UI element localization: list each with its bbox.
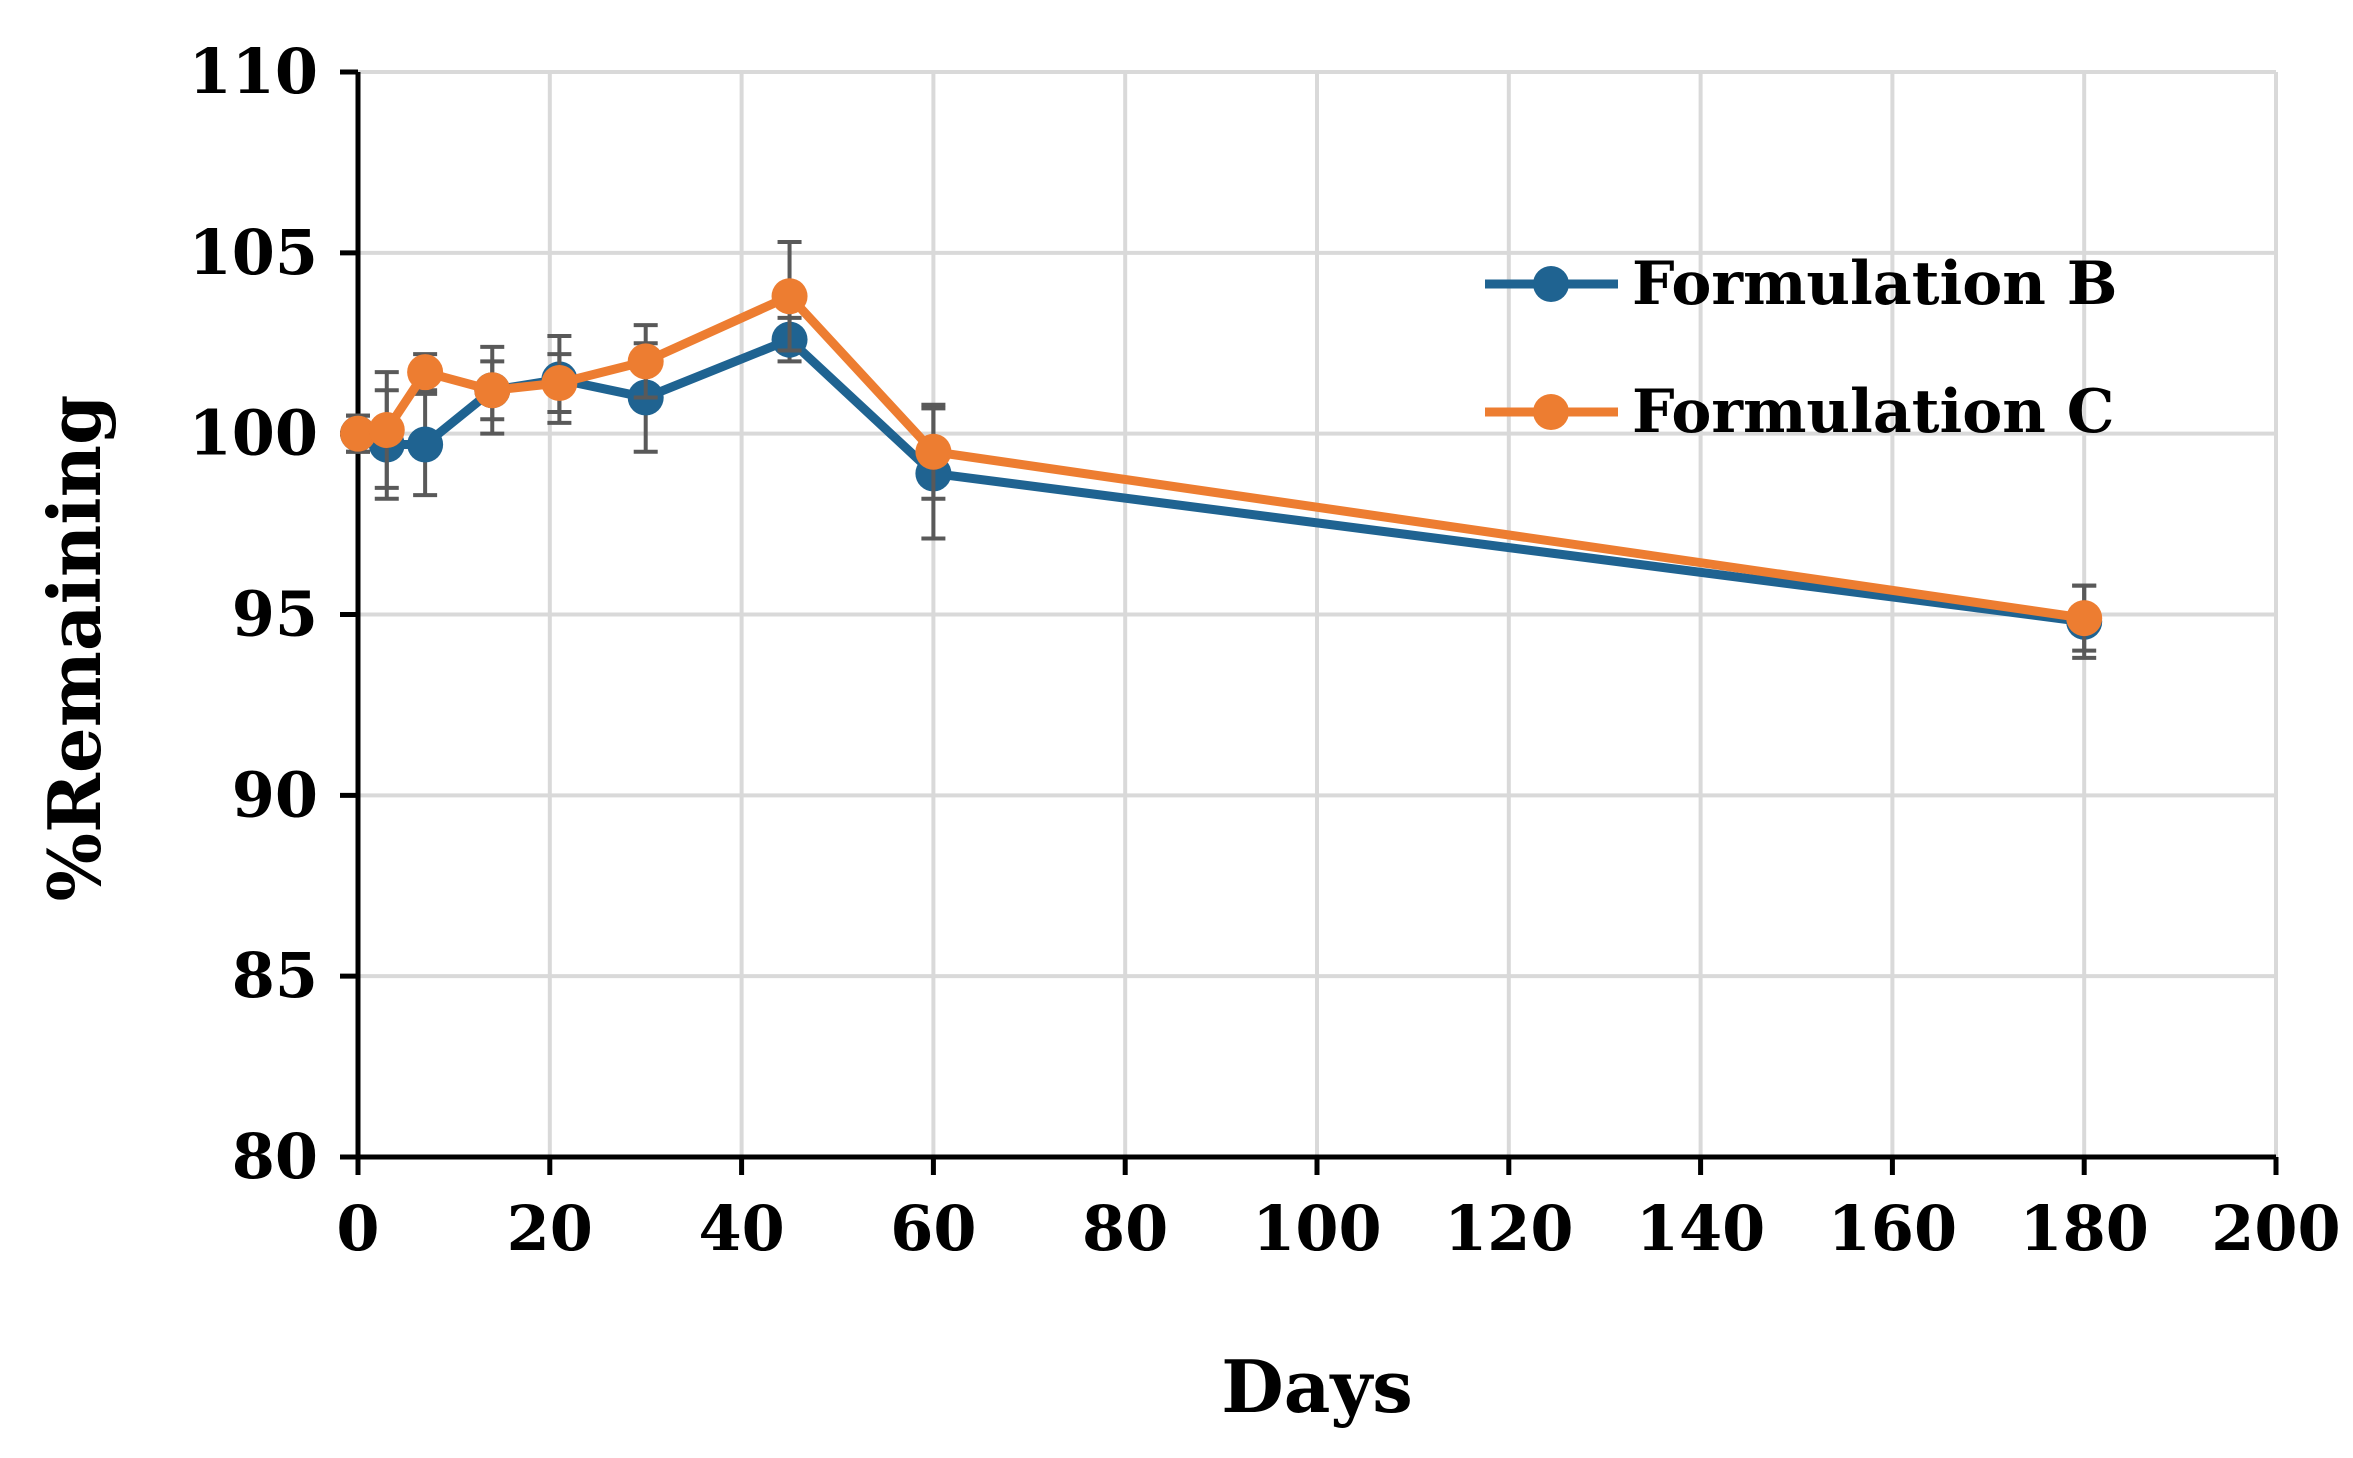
- x-tick-label: 0: [336, 1192, 379, 1265]
- y-tick-label: 80: [232, 1120, 318, 1193]
- legend-label: Formulation C: [1632, 377, 2115, 447]
- y-tick-label: 100: [189, 397, 318, 470]
- x-tick-label: 160: [1828, 1192, 1957, 1265]
- y-tick-label: 110: [189, 35, 318, 108]
- data-series: [340, 239, 2103, 660]
- gridlines: [356, 70, 2278, 1159]
- y-tick-label: 105: [189, 216, 318, 289]
- y-axis-title: %Remaining: [32, 395, 117, 902]
- data-point: [368, 412, 405, 449]
- data-point: [541, 365, 578, 402]
- x-tick-label: 80: [1082, 1192, 1168, 1265]
- legend: Formulation B Formulation C: [1485, 249, 2117, 447]
- data-point: [407, 426, 444, 463]
- data-point: [407, 354, 444, 391]
- series-formulation-c: [340, 239, 2103, 653]
- x-tick-label: 200: [2211, 1192, 2340, 1265]
- data-point: [627, 343, 664, 380]
- x-axis-title: Days: [1221, 1344, 1412, 1429]
- series-line: [357, 291, 2085, 623]
- y-tick-label: 90: [232, 758, 318, 831]
- legend-item-formulation-b: Formulation B: [1485, 249, 2117, 319]
- x-tick-label: 180: [2019, 1192, 2148, 1265]
- legend-item-formulation-c: Formulation C: [1485, 377, 2115, 447]
- x-tick-label: 20: [507, 1192, 593, 1265]
- legend-swatch-marker: [1533, 266, 1569, 302]
- y-tick-label: 85: [232, 939, 318, 1012]
- data-point: [2066, 600, 2103, 637]
- data-point: [474, 372, 511, 409]
- data-point: [771, 278, 808, 315]
- x-tick-label: 60: [890, 1192, 976, 1265]
- data-point: [340, 415, 376, 452]
- x-tick-label: 40: [698, 1192, 784, 1265]
- x-tick-label: 140: [1636, 1192, 1765, 1265]
- legend-swatch-marker: [1533, 394, 1569, 430]
- legend-label: Formulation B: [1632, 249, 2117, 319]
- x-tick-label: 120: [1444, 1192, 1573, 1265]
- x-tick-label: 100: [1252, 1192, 1381, 1265]
- y-tick-label: 95: [232, 578, 318, 651]
- axes: 0 20 40 60 80 100 120 140 160 180 200 80 85 90 95 100 10…: [189, 35, 2341, 1265]
- data-point: [915, 433, 952, 470]
